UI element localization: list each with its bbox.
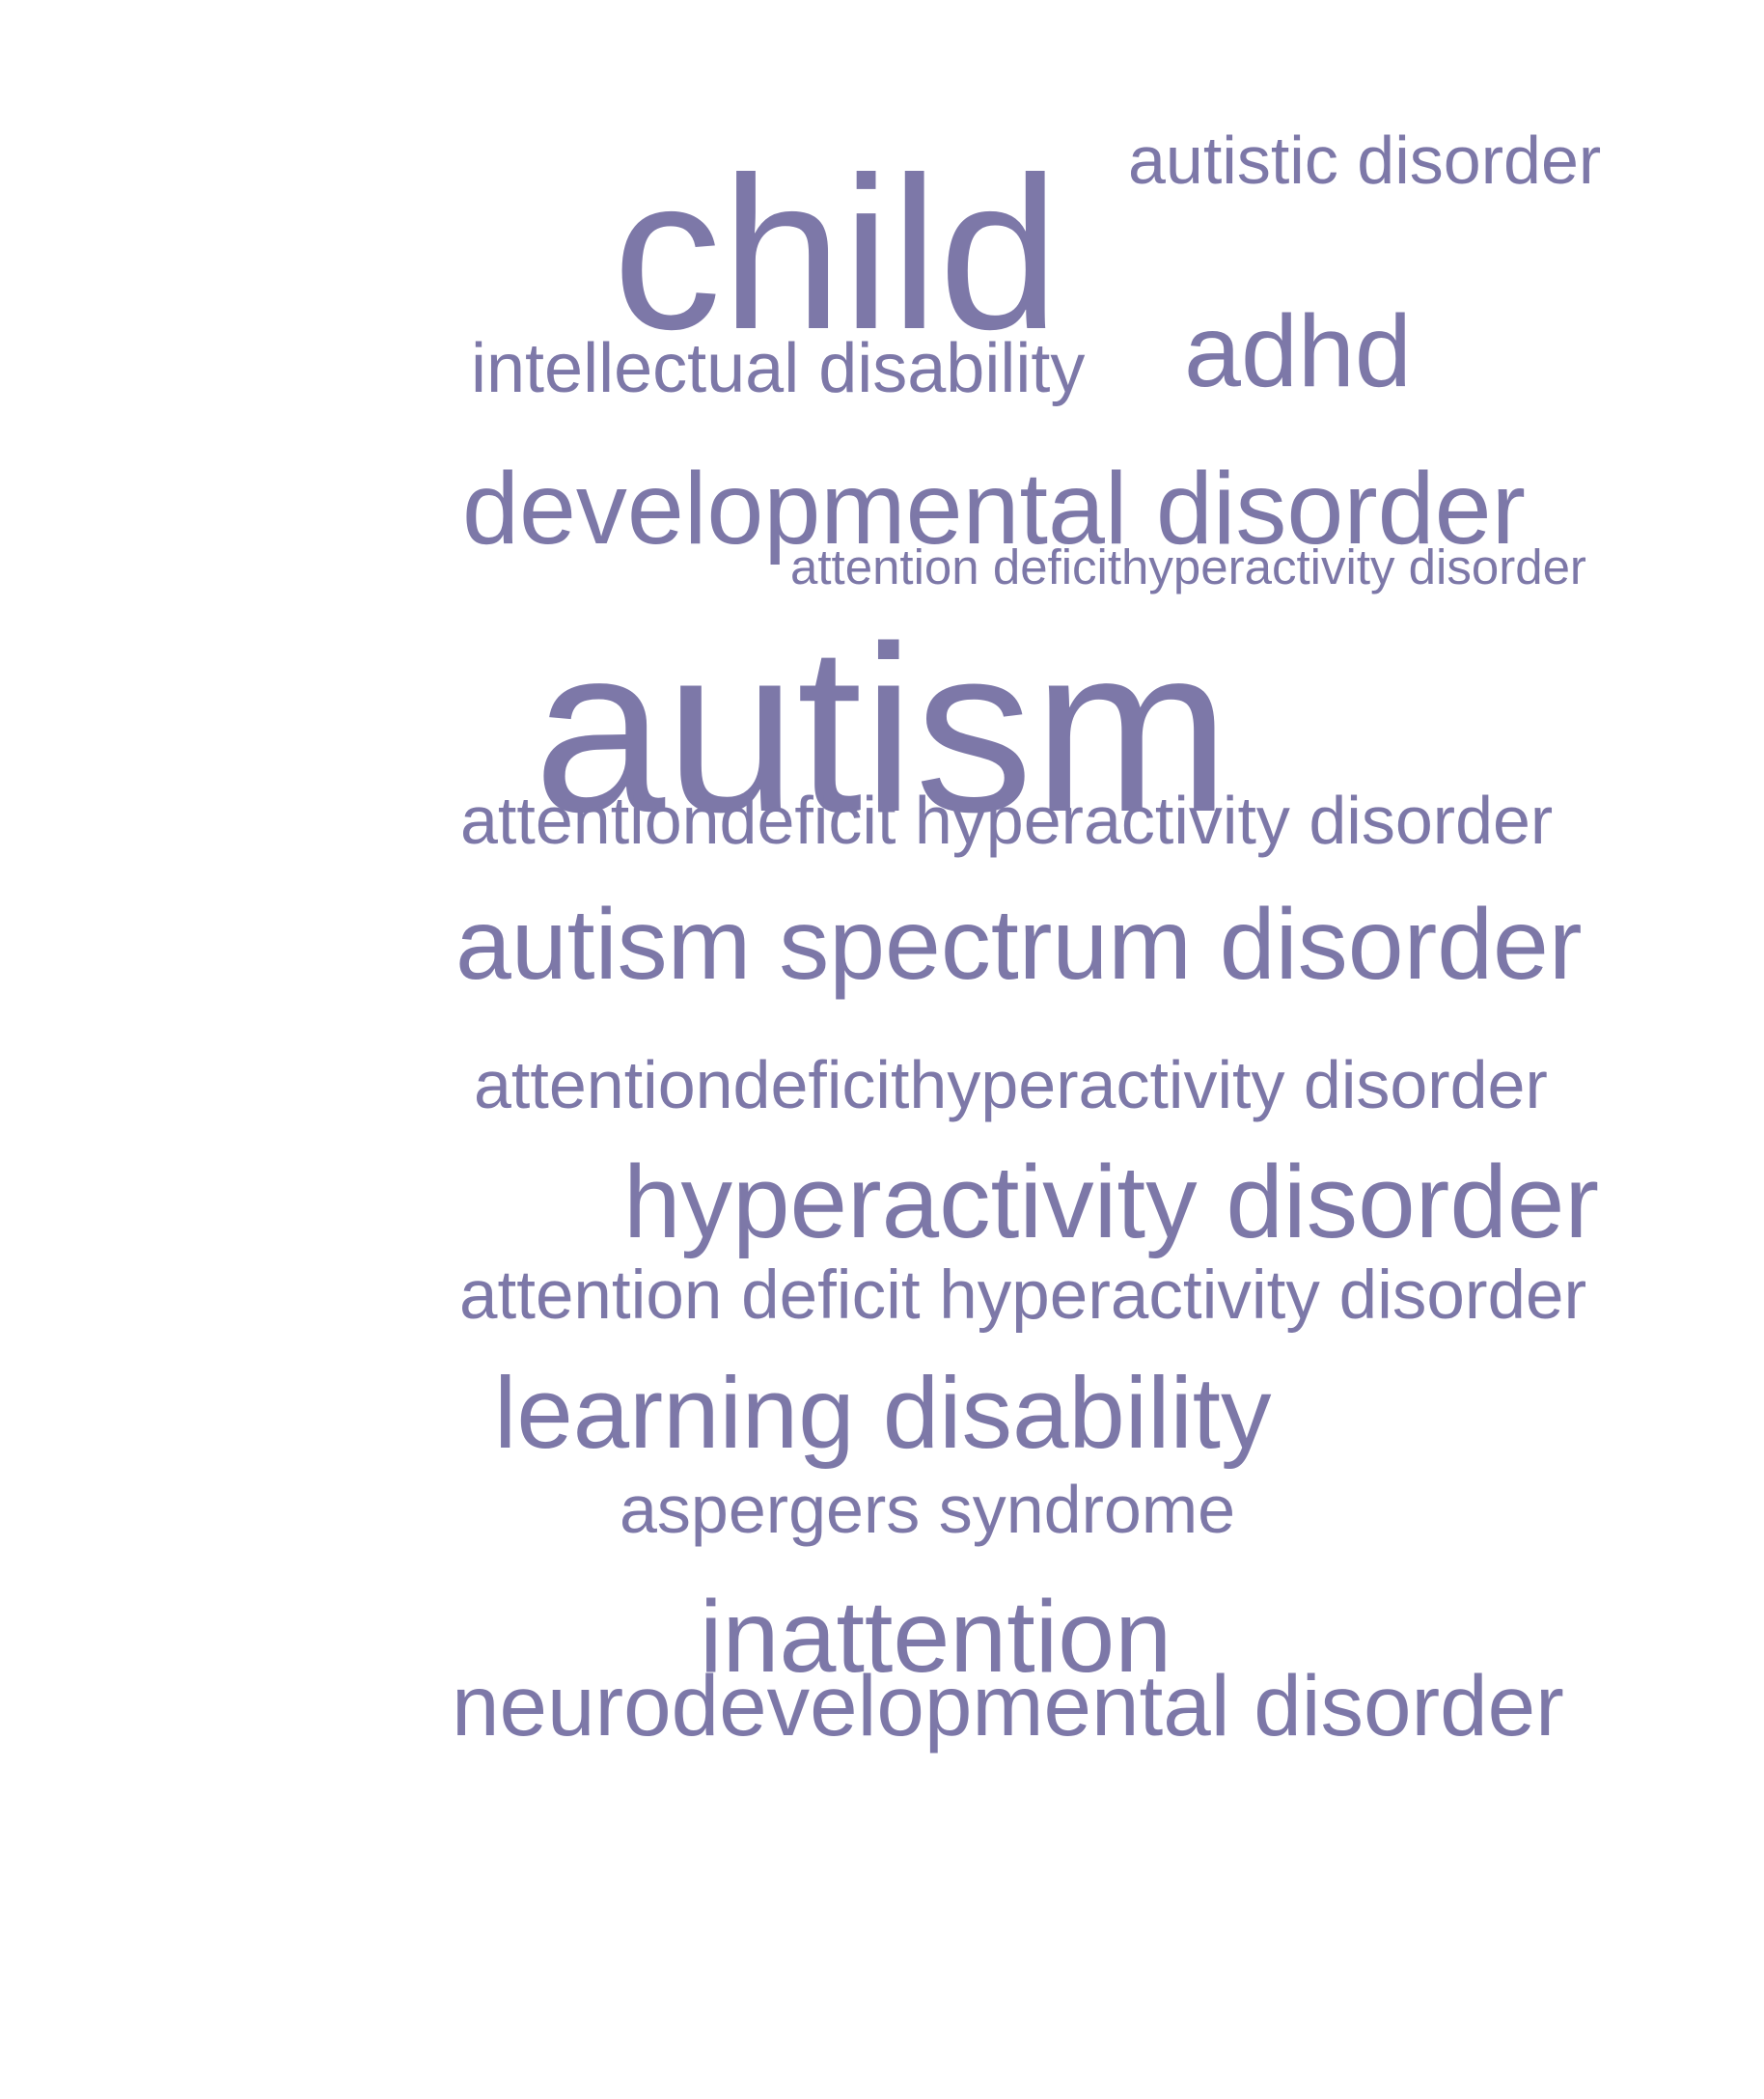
word-attentiondeficithyperactivity-disorder: attentiondeficithyperactivity disorder [474,1047,1548,1122]
word-neurodevelopmental-disorder: neurodevelopmental disorder [452,1657,1564,1754]
word-hyperactivity-disorder: hyperactivity disorder [623,1144,1599,1259]
word-aspergers-syndrome: aspergers syndrome [620,1472,1236,1547]
word-adhd: adhd [1184,294,1412,408]
word-attention-deficit-hyperactivity-disorder: attention deficit hyperactivity disorder [459,1257,1587,1334]
word-learning-disability: learning disability [494,1357,1272,1470]
word-autism-spectrum-disorder: autism spectrum disorder [455,889,1583,1001]
word-developmental-disorder: developmental disorder [462,452,1526,566]
word-autism: autism [534,596,1230,861]
word-attentiondeficit-hyperactivity-disorder: attentiondeficit hyperactivity disorder [460,783,1554,858]
word-inattention: inattention [700,1580,1172,1694]
word-intellectual-disability: intellectual disability [471,330,1086,407]
word-child: child [613,131,1060,374]
word-attention-deficithyperactivity-disorder: attention deficithyperactivity disorder [790,539,1586,594]
word-autistic-disorder: autistic disorder [1128,123,1602,198]
